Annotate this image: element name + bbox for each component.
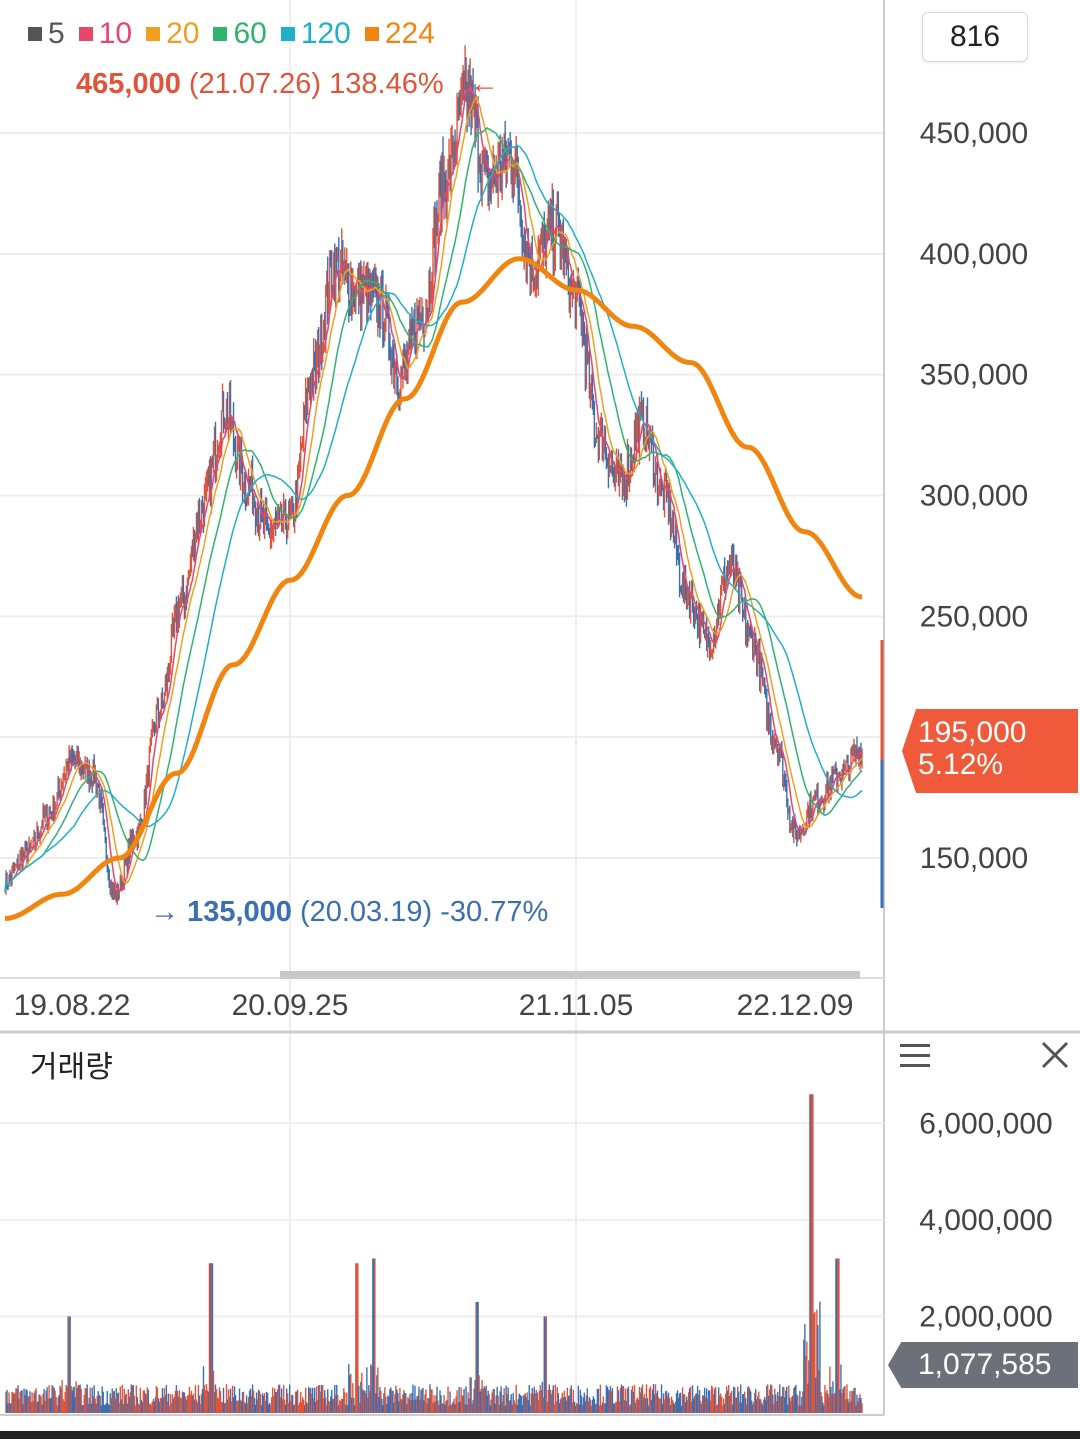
ma224-line bbox=[5, 256, 863, 921]
ma20-line bbox=[4, 96, 863, 893]
low-pct: -30.77% bbox=[440, 896, 549, 928]
y-tick-label: 250,000 bbox=[920, 600, 1028, 633]
close-glyph bbox=[1041, 1041, 1069, 1069]
y-tick-label: 350,000 bbox=[920, 359, 1028, 392]
menu-line bbox=[900, 1044, 930, 1047]
current-change: 5.12% bbox=[918, 748, 1004, 781]
menu-icon[interactable] bbox=[900, 1044, 930, 1070]
ma-legend: 5 10 20 60 120 224 bbox=[28, 14, 435, 54]
x-tick-label: 20.09.25 bbox=[232, 989, 349, 1022]
y-tick-label: 300,000 bbox=[920, 480, 1028, 513]
y-tick-label: 150,000 bbox=[920, 842, 1028, 875]
menu-line bbox=[900, 1054, 930, 1057]
legend-item-ma60[interactable]: 60 bbox=[213, 14, 267, 54]
x-tick-label: 22.12.09 bbox=[737, 989, 854, 1022]
menu-line bbox=[900, 1064, 930, 1067]
legend-item-ma20[interactable]: 20 bbox=[146, 14, 199, 54]
ma120-line bbox=[4, 144, 863, 893]
scroll-bar bbox=[280, 971, 860, 979]
legend-swatch bbox=[146, 27, 161, 41]
legend-label: 120 bbox=[300, 17, 351, 50]
legend-swatch bbox=[213, 27, 228, 41]
volume-bars bbox=[5, 1094, 863, 1413]
legend-item-ma10[interactable]: 10 bbox=[78, 14, 133, 54]
current-volume: 1,077,585 bbox=[918, 1348, 1052, 1381]
x-tick-label: 19.08.22 bbox=[14, 989, 131, 1022]
low-date: (20.03.19) bbox=[299, 896, 433, 928]
volume-panel-title: 거래량 bbox=[30, 1051, 113, 1084]
right-arrow-icon: → bbox=[150, 896, 179, 928]
current-volume-tag: 1,077,585 bbox=[888, 1342, 1078, 1388]
legend-item-ma5[interactable]: 5 bbox=[28, 14, 65, 54]
legend-label: 5 bbox=[48, 17, 65, 50]
legend-label: 60 bbox=[233, 17, 267, 50]
legend-swatch bbox=[280, 27, 295, 41]
y-tick-label: 2,000,000 bbox=[919, 1300, 1052, 1333]
legend-swatch bbox=[28, 27, 42, 41]
high-date: (21.07.26) bbox=[188, 68, 322, 100]
close-icon[interactable] bbox=[1040, 1040, 1070, 1070]
legend-label: 10 bbox=[98, 17, 133, 50]
y-tick-label: 6,000,000 bbox=[919, 1107, 1052, 1140]
bottom-bar bbox=[0, 1431, 1080, 1439]
low-price-annotation: → 135,000 (20.03.19) -30.77% bbox=[150, 896, 548, 929]
legend-swatch bbox=[78, 27, 93, 41]
y-tick-label: 4,000,000 bbox=[919, 1204, 1052, 1237]
y-tick-label: 450,000 bbox=[920, 117, 1028, 150]
legend-item-ma120[interactable]: 120 bbox=[280, 14, 351, 54]
ma60-line bbox=[4, 126, 863, 893]
x-tick-label: 21.11.05 bbox=[519, 989, 634, 1022]
legend-swatch bbox=[364, 27, 379, 41]
current-price: 195,000 bbox=[918, 716, 1027, 749]
high-price-annotation: 465,000 (21.07.26) 138.46% ← bbox=[76, 68, 499, 101]
high-price: 465,000 bbox=[76, 68, 181, 100]
high-pct: 138.46% bbox=[329, 68, 444, 100]
legend-label: 20 bbox=[166, 17, 200, 50]
legend-label: 224 bbox=[384, 17, 435, 50]
left-arrow-icon: ← bbox=[469, 68, 499, 100]
low-price: 135,000 bbox=[187, 896, 292, 928]
candles bbox=[5, 45, 863, 905]
count-box[interactable]: 816 bbox=[922, 12, 1028, 62]
legend-item-ma224[interactable]: 224 bbox=[364, 14, 435, 54]
count-label: 816 bbox=[949, 20, 1001, 53]
current-price-tag: 195,000 5.12% bbox=[902, 709, 1078, 793]
y-tick-label: 400,000 bbox=[920, 238, 1028, 271]
